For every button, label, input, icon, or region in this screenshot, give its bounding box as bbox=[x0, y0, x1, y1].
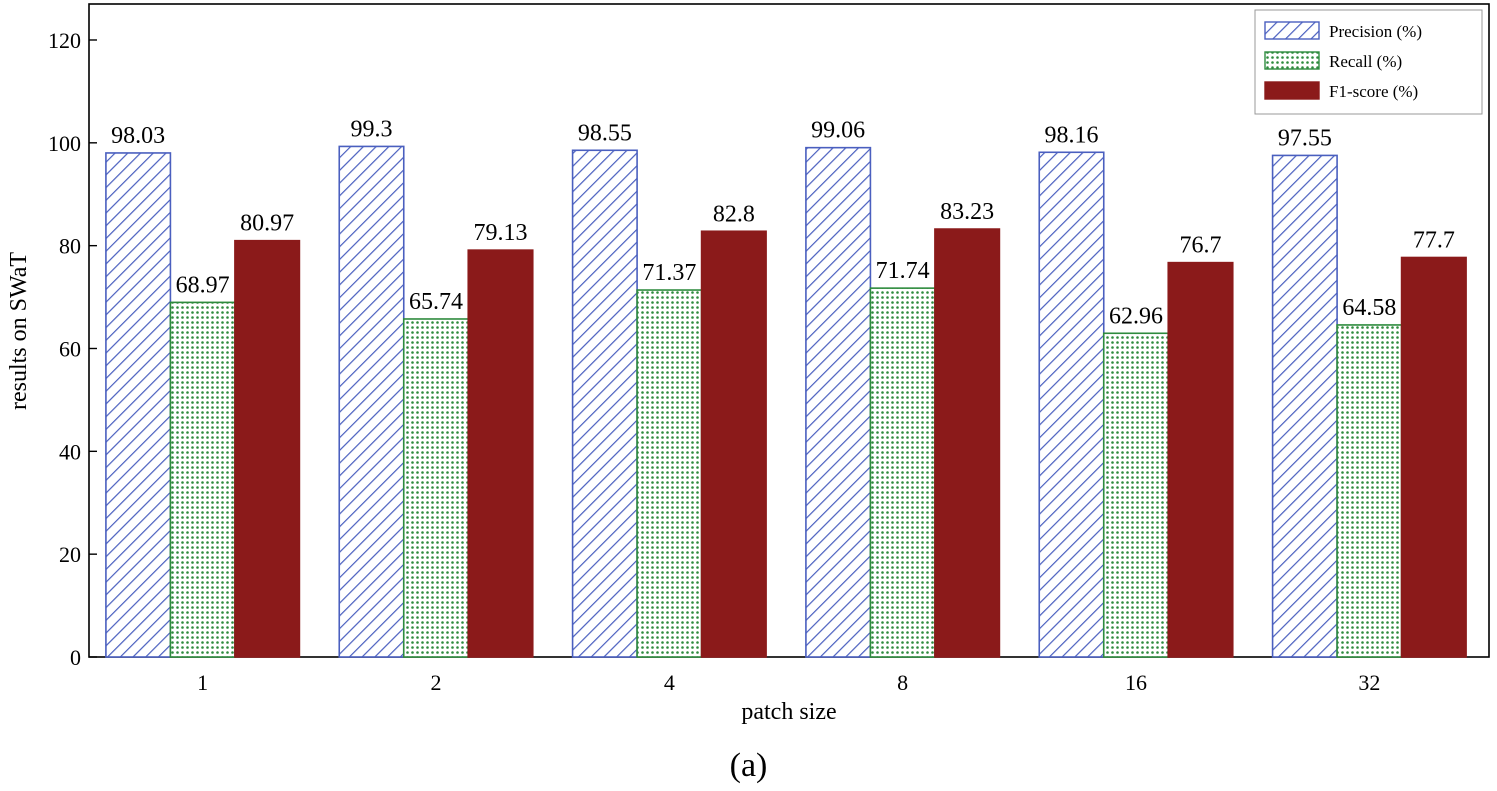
bar-chart: 0 20 40 60 80 100 120 1 2 4 8 16 32 98.03 68.97 80.97… bbox=[6, 3, 1490, 725]
data-label: 71.37 bbox=[642, 260, 696, 286]
y-tick-label: 40 bbox=[59, 439, 81, 464]
data-label: 98.16 bbox=[1045, 122, 1099, 148]
bar-precision-1 bbox=[105, 152, 172, 658]
data-label: 82.8 bbox=[713, 201, 755, 227]
x-tick-label: 8 bbox=[897, 670, 908, 695]
y-axis: 0 20 40 60 80 100 120 bbox=[48, 28, 97, 670]
x-tick-label: 32 bbox=[1358, 670, 1380, 695]
x-tick-label: 2 bbox=[431, 670, 442, 695]
data-label: 65.74 bbox=[409, 289, 463, 315]
plot-area-frame bbox=[88, 3, 1490, 658]
data-label: 98.55 bbox=[578, 120, 632, 146]
y-tick-label: 60 bbox=[59, 336, 81, 361]
bar-recall-32 bbox=[1336, 324, 1403, 658]
bar-f1-score-1 bbox=[234, 239, 301, 658]
bar-f1-score-8 bbox=[934, 228, 1001, 658]
data-label: 98.03 bbox=[111, 123, 165, 149]
x-tick-label: 4 bbox=[664, 670, 675, 695]
legend: Precision (%) Recall (%) F1-score (%) bbox=[1254, 9, 1483, 115]
bar-precision-32 bbox=[1271, 154, 1338, 658]
legend-swatch bbox=[1264, 81, 1320, 100]
legend-label: Recall (%) bbox=[1329, 52, 1402, 71]
y-tick-label: 0 bbox=[70, 645, 81, 670]
bar-recall-4 bbox=[636, 289, 703, 658]
data-label: 71.74 bbox=[876, 258, 930, 284]
data-label: 83.23 bbox=[940, 199, 994, 225]
y-tick-label: 20 bbox=[59, 542, 81, 567]
legend-label: F1-score (%) bbox=[1329, 82, 1418, 101]
bar-precision-4 bbox=[571, 149, 638, 658]
y-tick-label: 120 bbox=[48, 28, 81, 53]
data-label: 76.7 bbox=[1180, 233, 1222, 259]
y-axis-title: results on SWaT bbox=[6, 252, 32, 410]
data-label: 97.55 bbox=[1278, 125, 1332, 151]
bar-f1-score-2 bbox=[467, 249, 534, 658]
bar-f1-score-16 bbox=[1167, 261, 1234, 658]
x-tick-label: 1 bbox=[197, 670, 208, 695]
bar-recall-1 bbox=[169, 301, 236, 658]
data-label: 79.13 bbox=[474, 220, 528, 246]
bar-recall-8 bbox=[869, 287, 936, 658]
data-label: 80.97 bbox=[240, 211, 294, 237]
bar-recall-16 bbox=[1102, 332, 1170, 658]
legend-label: Precision (%) bbox=[1329, 22, 1422, 41]
bar-precision-16 bbox=[1038, 151, 1105, 658]
x-tick-label: 16 bbox=[1125, 670, 1147, 695]
y-tick-label: 100 bbox=[48, 131, 81, 156]
legend-swatch bbox=[1264, 21, 1320, 40]
bar-f1-score-32 bbox=[1400, 256, 1467, 658]
bars-group bbox=[105, 145, 1467, 658]
y-tick-label: 80 bbox=[59, 234, 81, 259]
data-label: 99.3 bbox=[351, 116, 393, 142]
data-label: 99.06 bbox=[811, 118, 865, 144]
bar-precision-2 bbox=[338, 145, 405, 658]
x-axis-title: patch size bbox=[741, 699, 836, 725]
data-label: 68.97 bbox=[176, 272, 230, 298]
legend-swatch bbox=[1264, 51, 1320, 70]
bar-recall-2 bbox=[402, 318, 470, 658]
data-labels-group: 98.03 68.97 80.97 99.3 65.74 79.13 98.55 71.37 8… bbox=[111, 116, 1455, 329]
data-label: 62.96 bbox=[1109, 303, 1163, 329]
data-label: 64.58 bbox=[1342, 295, 1396, 321]
bar-precision-8 bbox=[805, 146, 872, 658]
figure-caption: (a) bbox=[729, 747, 768, 784]
bar-f1-score-4 bbox=[700, 230, 767, 658]
data-label: 77.7 bbox=[1413, 227, 1455, 253]
